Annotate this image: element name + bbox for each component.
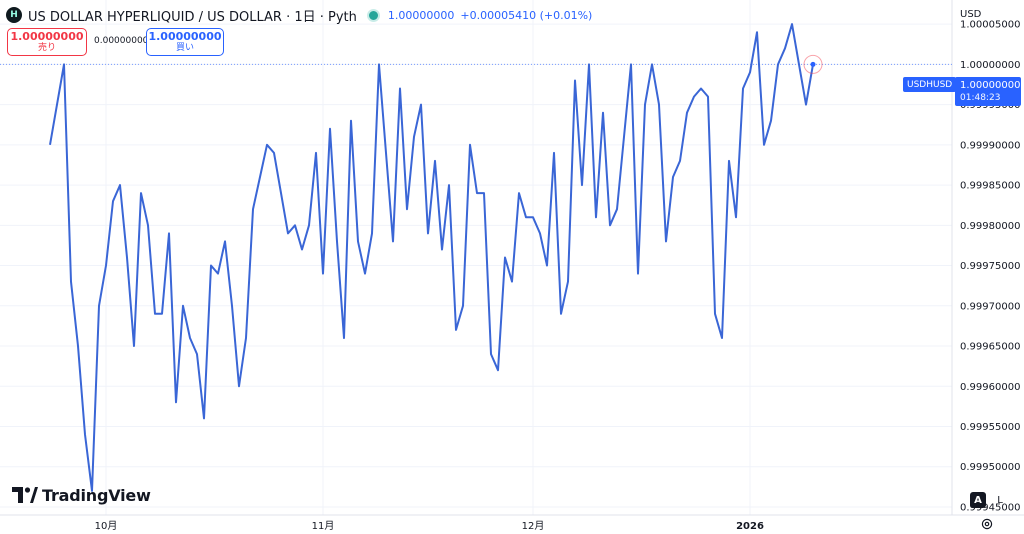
price-tick-label: 0.99975000 (960, 261, 1020, 272)
price-tick-label: 0.99980000 (960, 221, 1020, 232)
price-tick-label: 0.99985000 (960, 181, 1020, 192)
log-scale-button[interactable]: L (997, 494, 1003, 506)
tradingview-logo-text: TradingView (42, 485, 151, 505)
symbol-legend: H US DOLLAR HYPERLIQUID / US DOLLAR · 1日… (6, 5, 592, 25)
legend-price-change: +0.00005410 (+0.01%) (460, 8, 593, 22)
market-status-icon[interactable] (366, 8, 380, 22)
price-tick-label: 0.99945000 (960, 502, 1020, 513)
sell-label: 売り (37, 42, 56, 53)
price-tick-label: 0.99960000 (960, 382, 1020, 393)
gear-icon[interactable] (980, 517, 994, 531)
price-tick-label: 0.99955000 (960, 422, 1020, 433)
sell-price: 1.00000000 (10, 29, 84, 43)
buy-price: 1.00000000 (148, 29, 222, 43)
price-tick-label: 0.99990000 (960, 140, 1020, 151)
price-tick-label: 0.99965000 (960, 342, 1020, 353)
series-line (49, 23, 814, 492)
sell-button[interactable]: 1.00000000 売り (7, 28, 87, 56)
auto-scale-button[interactable]: A (970, 492, 986, 508)
spread-value: 0.00000000 (94, 36, 149, 46)
price-tick-label: 1.00005000 (960, 20, 1020, 31)
last-price-value: 1.00000000 (960, 79, 1021, 91)
legend-last-price: 1.00000000 (387, 8, 455, 22)
time-tick-label: 12月 (522, 520, 545, 532)
last-price-tag: 1.00000000 01:48:23 (955, 77, 1021, 106)
time-axis-labels: 10月 11月 12月 2026 (95, 520, 764, 532)
last-point-ring (803, 54, 823, 74)
last-point-marker (810, 61, 816, 67)
price-tick-label: 1.00000000 (960, 60, 1020, 71)
grid-lines (0, 0, 952, 515)
bar-countdown: 01:48:23 (960, 92, 1001, 103)
buy-button[interactable]: 1.00000000 買い (146, 28, 224, 56)
currency-select[interactable]: USD (960, 8, 982, 20)
time-tick-label: 10月 (95, 520, 118, 532)
symbol-title[interactable]: US DOLLAR HYPERLIQUID / US DOLLAR · 1日 ·… (28, 9, 357, 25)
price-tick-label: 0.99970000 (960, 301, 1020, 312)
price-tick-label: 0.99950000 (960, 462, 1020, 473)
hyperliquid-logo-icon: H (6, 7, 22, 23)
time-tick-label: 2026 (736, 521, 764, 532)
tradingview-logo-icon (12, 487, 38, 503)
tradingview-logo[interactable]: TradingView (12, 485, 151, 505)
buy-label: 買い (175, 42, 194, 53)
time-tick-label: 11月 (312, 520, 335, 532)
symbol-price-tag: USDHUSD (903, 77, 957, 92)
